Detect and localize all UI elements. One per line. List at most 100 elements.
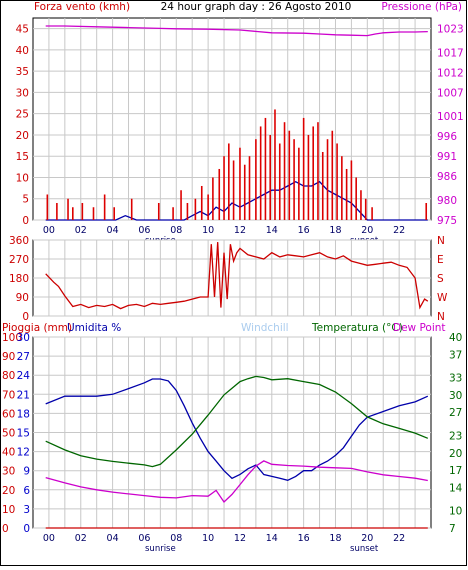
direction-degree-label: 180 xyxy=(9,273,29,285)
direction-degree-label: 360 xyxy=(9,235,29,247)
temperature-tick-label: 30 xyxy=(449,390,462,402)
x-tick-label: 10 xyxy=(202,533,214,544)
x-tick-label: 12 xyxy=(234,225,246,236)
windchill-label: Windchill xyxy=(241,322,289,334)
temperature-tick-label: 10 xyxy=(449,506,462,518)
direction-degree-label: 270 xyxy=(9,254,29,266)
rain-tick-label: 30 xyxy=(2,466,15,478)
x-tick-label: 20 xyxy=(361,225,373,236)
left-tick-label: 45 xyxy=(16,24,29,36)
right-tick-label: 980 xyxy=(437,195,457,207)
rain-tick-label: 60 xyxy=(2,408,15,420)
dew-point-line xyxy=(45,460,428,503)
marker-label-sunrise: sunrise xyxy=(145,544,176,554)
temperature-tick-label: 7 xyxy=(449,523,456,535)
pressure-line xyxy=(45,25,428,37)
right-tick-label: 1023 xyxy=(437,23,464,35)
rain-tick-label: 10 xyxy=(2,504,15,516)
marker-label-sunset: sunset xyxy=(350,544,379,554)
x-tick-label: 20 xyxy=(361,533,373,544)
x-tick-label: 22 xyxy=(393,533,405,544)
left-tick-label: 40 xyxy=(16,45,29,57)
humidity-tick-label: 9 xyxy=(23,466,30,478)
compass-label: S xyxy=(437,273,444,285)
x-tick-label: 00 xyxy=(43,225,55,236)
x-tick-label: 08 xyxy=(170,533,182,544)
temperature-tick-label: 37 xyxy=(449,349,462,361)
compass-label: W xyxy=(437,292,448,304)
x-tick-label: 16 xyxy=(298,533,310,544)
temperature-tick-label: 14 xyxy=(449,482,463,494)
x-tick-label: 16 xyxy=(298,225,310,236)
humidity-tick-label: 24 xyxy=(17,370,31,382)
x-tick-label: 14 xyxy=(266,533,278,544)
x-tick-label: 06 xyxy=(138,533,150,544)
rain-tick-label: 40 xyxy=(2,447,15,459)
x-tick-label: 02 xyxy=(75,533,87,544)
x-tick-label: 06 xyxy=(138,225,150,236)
rain-humidity-temperature-panel: 0102030405060708090100036912151821242730… xyxy=(2,332,463,554)
left-tick-label: 20 xyxy=(16,130,29,142)
humidity-tick-label: 0 xyxy=(23,523,30,535)
temperature-tick-label: 20 xyxy=(449,448,462,460)
left-tick-label: 35 xyxy=(16,66,29,78)
rain-axis-label: Pioggia (mm) xyxy=(2,322,72,334)
left-tick-label: 25 xyxy=(16,109,29,121)
humidity-tick-label: 27 xyxy=(17,351,30,363)
humidity-line xyxy=(45,378,429,481)
rain-tick-label: 100 xyxy=(2,332,22,344)
rain-tick-label: 20 xyxy=(2,485,15,497)
temperature-axis-label: Temperatura (°C) xyxy=(311,322,403,334)
rain-tick-label: 0 xyxy=(2,523,9,535)
right-tick-label: 1012 xyxy=(437,67,464,79)
x-tick-label: 04 xyxy=(107,225,119,236)
direction-degree-label: 90 xyxy=(16,292,29,304)
x-tick-label: 12 xyxy=(234,533,246,544)
rain-tick-label: 90 xyxy=(2,351,15,363)
dew-point-label: Dew Point xyxy=(393,322,446,334)
left-tick-label: 0 xyxy=(22,215,29,227)
chart-title: 24 hour graph day : 26 Agosto 2010 xyxy=(161,1,352,13)
x-tick-label: 18 xyxy=(329,225,341,236)
humidity-tick-label: 21 xyxy=(17,389,30,401)
compass-label: E xyxy=(437,254,444,266)
rain-tick-label: 80 xyxy=(2,370,15,382)
humidity-axis-label: Umidita % xyxy=(67,322,121,334)
wind-speed-axis-label: Forza vento (kmh) xyxy=(34,1,130,13)
temperature-tick-label: 33 xyxy=(449,373,462,385)
direction-degree-label: 0 xyxy=(22,311,29,323)
temperature-line xyxy=(45,375,429,468)
right-tick-label: 991 xyxy=(437,151,457,163)
compass-label: N xyxy=(437,311,445,323)
wind-speed-line xyxy=(45,180,428,221)
temperature-tick-label: 40 xyxy=(449,332,462,344)
rain-tick-label: 70 xyxy=(2,389,15,401)
right-tick-label: 996 xyxy=(437,131,457,143)
humidity-tick-label: 30 xyxy=(17,332,30,344)
left-tick-label: 15 xyxy=(16,151,29,163)
x-tick-label: 02 xyxy=(75,225,87,236)
left-tick-label: 5 xyxy=(22,194,29,206)
pressure-axis-label: Pressione (hPa) xyxy=(381,1,462,13)
compass-label: N xyxy=(437,235,445,247)
right-tick-label: 975 xyxy=(437,215,457,227)
humidity-tick-label: 3 xyxy=(23,504,30,516)
wind-direction-line xyxy=(45,242,429,310)
x-tick-label: 14 xyxy=(266,225,278,236)
temperature-tick-label: 27 xyxy=(449,407,462,419)
wind-pressure-panel: 0510152025303540459759809869919961001100… xyxy=(16,17,464,246)
x-tick-label: 08 xyxy=(170,225,182,236)
x-tick-label: 00 xyxy=(43,533,55,544)
right-tick-label: 1001 xyxy=(437,111,464,123)
humidity-tick-label: 12 xyxy=(17,447,30,459)
humidity-tick-label: 15 xyxy=(17,428,30,440)
humidity-tick-label: 18 xyxy=(17,408,30,420)
humidity-tick-label: 6 xyxy=(23,485,30,497)
temperature-tick-label: 23 xyxy=(449,430,462,442)
x-tick-label: 22 xyxy=(393,225,405,236)
left-tick-label: 10 xyxy=(16,172,29,184)
right-tick-label: 1017 xyxy=(437,47,464,59)
